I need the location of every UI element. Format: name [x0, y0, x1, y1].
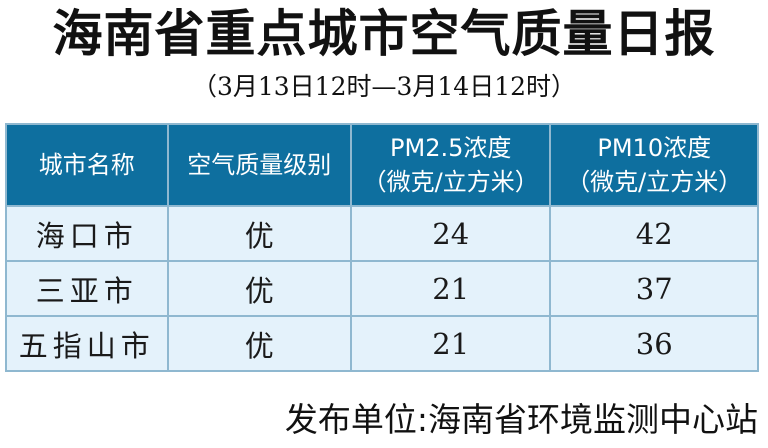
level-cell: 优	[166, 315, 352, 372]
level-cell: 优	[166, 205, 352, 262]
pm10-cell: 37	[549, 260, 759, 317]
header-unit: （微克/立方米）	[566, 168, 743, 196]
pm25-cell: 24	[349, 205, 552, 262]
city-cell: 五指山市	[5, 315, 169, 372]
table-row: 三亚市 优 21 37	[5, 260, 759, 317]
header-unit: （微克/立方米）	[362, 168, 539, 196]
pm25-cell: 21	[349, 260, 552, 317]
page-title: 海南省重点城市空气质量日报	[52, 5, 716, 63]
header-pm25: PM2.5浓度 （微克/立方米）	[349, 123, 552, 207]
header-label: PM2.5浓度	[390, 134, 512, 162]
date-range-subtitle: （3月13日12时—3月14日12时）	[191, 72, 577, 101]
header-pm10: PM10浓度 （微克/立方米）	[549, 123, 759, 207]
table-row: 五指山市 优 21 36	[5, 315, 759, 372]
table-header-row: 城市名称 空气质量级别 PM2.5浓度 （微克/立方米） PM10浓度 （微克/立方…	[5, 123, 759, 207]
pm10-cell: 42	[549, 205, 759, 262]
city-cell: 三亚市	[5, 260, 169, 317]
pm10-cell: 36	[549, 315, 759, 372]
header-label: 城市名称	[38, 151, 135, 179]
header-level: 空气质量级别	[166, 123, 352, 207]
level-cell: 优	[166, 260, 352, 317]
header-city: 城市名称	[5, 123, 169, 207]
city-cell: 海口市	[5, 205, 169, 262]
header-label: 空气质量级别	[187, 151, 332, 179]
air-quality-table: 城市名称 空气质量级别 PM2.5浓度 （微克/立方米） PM10浓度 （微克/立方…	[5, 123, 759, 372]
header-label: PM10浓度	[597, 134, 712, 162]
table-row: 海口市 优 24 42	[5, 205, 759, 262]
pm25-cell: 21	[349, 315, 552, 372]
publisher-footer: 发布单位:海南省环境监测中心站	[284, 400, 758, 439]
